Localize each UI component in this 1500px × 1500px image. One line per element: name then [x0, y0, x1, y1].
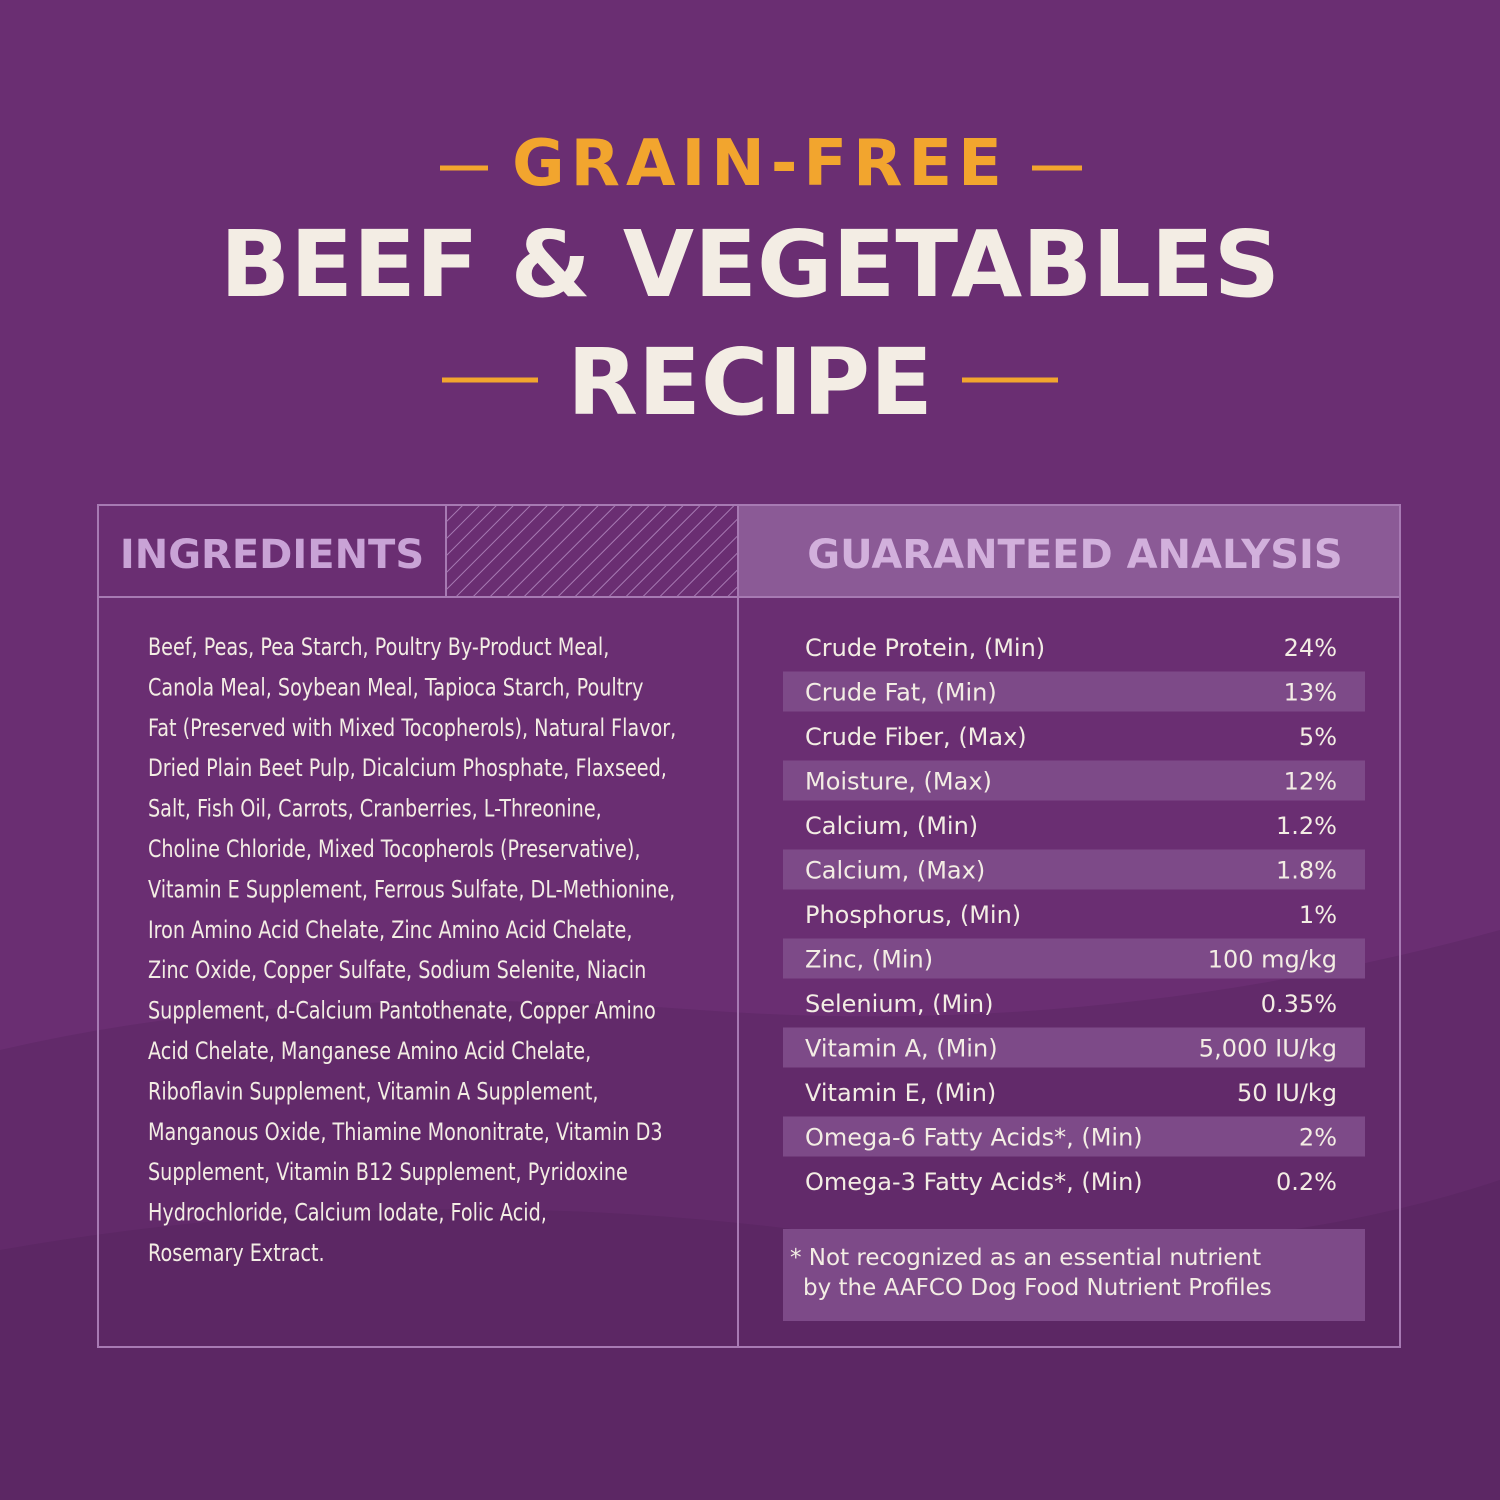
row-band — [783, 760, 1365, 801]
nutrient-label: Crude Fiber, (Max) — [805, 723, 1027, 751]
eyebrow: GRAIN-FREE — [512, 127, 1008, 201]
footnote: by the AAFCO Dog Food Nutrient Profiles — [803, 1275, 1272, 1301]
ingredient-line: Salt, Fish Oil, Carrots, Cranberries, L-… — [148, 796, 602, 824]
ingredient-line: Choline Chloride, Mixed Tocopherols (Pre… — [148, 836, 640, 864]
content: Beef, Peas, Pea Starch, Poultry By-Produ… — [148, 634, 1365, 1301]
row-band — [783, 938, 1365, 979]
nutrient-label: Omega-6 Fatty Acids*, (Min) — [805, 1124, 1143, 1152]
nutrient-label: Omega-3 Fatty Acids*, (Min) — [805, 1168, 1143, 1196]
ingredient-line: Supplement, Vitamin B12 Supplement, Pyri… — [148, 1159, 628, 1187]
nutrient-value: 100 mg/kg — [1208, 946, 1337, 974]
ingredients-heading: INGREDIENTS — [120, 532, 424, 578]
ingredient-line: Acid Chelate, Manganese Amino Acid Chela… — [148, 1038, 591, 1066]
nutrient-label: Vitamin A, (Min) — [805, 1035, 998, 1063]
ingredient-line: Iron Amino Acid Chelate, Zinc Amino Acid… — [148, 917, 632, 945]
ingredient-line: Manganous Oxide, Thiamine Mononitrate, V… — [148, 1119, 663, 1147]
title: BEEF & VEGETABLES — [220, 211, 1280, 318]
ingredient-line: Supplement, d-Calcium Pantothenate, Copp… — [148, 998, 656, 1026]
nutrient-value: 13% — [1284, 679, 1337, 707]
nutrient-value: 0.35% — [1261, 990, 1337, 1018]
ingredient-line: Canola Meal, Soybean Meal, Tapioca Starc… — [148, 674, 644, 702]
nutrient-label: Crude Protein, (Min) — [805, 634, 1045, 662]
nutrient-label: Crude Fat, (Min) — [805, 679, 997, 707]
ingredient-line: Vitamin E Supplement, Ferrous Sulfate, D… — [148, 876, 675, 904]
nutrient-value: 5,000 IU/kg — [1199, 1035, 1337, 1063]
nutrient-value: 1.8% — [1276, 857, 1337, 885]
ingredient-line: Riboflavin Supplement, Vitamin A Supplem… — [148, 1078, 599, 1106]
footnote-box — [783, 1229, 1365, 1321]
nutrient-value: 2% — [1299, 1124, 1337, 1152]
nutrient-label: Calcium, (Min) — [805, 812, 978, 840]
title: RECIPE — [567, 329, 933, 436]
nutrient-label: Moisture, (Max) — [805, 768, 992, 796]
nutrient-label: Calcium, (Max) — [805, 857, 985, 885]
hatch — [446, 506, 738, 596]
ingredient-line: Fat (Preserved with Mixed Tocopherols), … — [148, 715, 676, 743]
ingredient-line: Beef, Peas, Pea Starch, Poultry By-Produ… — [148, 634, 609, 662]
nutrient-value: 50 IU/kg — [1237, 1079, 1337, 1107]
nutrient-label: Vitamin E, (Min) — [805, 1079, 996, 1107]
nutrient-label: Zinc, (Min) — [805, 946, 933, 974]
nutrient-value: 5% — [1299, 723, 1337, 751]
ingredient-line: Zinc Oxide, Copper Sulfate, Sodium Selen… — [148, 957, 646, 985]
footnote: * Not recognized as an essential nutrien… — [790, 1245, 1261, 1271]
row-band — [783, 1027, 1365, 1068]
nutrient-value: 12% — [1284, 768, 1337, 796]
ingredient-line: Dried Plain Beet Pulp, Dicalcium Phospha… — [148, 755, 667, 783]
ingredient-line: Rosemary Extract. — [148, 1240, 325, 1268]
row-band — [783, 671, 1365, 712]
nutrient-value: 1.2% — [1276, 812, 1337, 840]
nutrient-value: 0.2% — [1276, 1168, 1337, 1196]
nutrient-value: 1% — [1299, 901, 1337, 929]
header-fill — [739, 506, 1399, 596]
nutrient-label: Phosphorus, (Min) — [805, 901, 1021, 929]
nutrient-value: 24% — [1284, 634, 1337, 662]
nutrient-label: Selenium, (Min) — [805, 990, 993, 1018]
ingredient-line: Hydrochloride, Calcium Iodate, Folic Aci… — [148, 1200, 547, 1228]
row-band — [783, 1116, 1365, 1157]
analysis-heading: GUARANTEED ANALYSIS — [807, 532, 1342, 578]
row-band — [783, 849, 1365, 890]
frame — [97, 504, 1401, 1348]
